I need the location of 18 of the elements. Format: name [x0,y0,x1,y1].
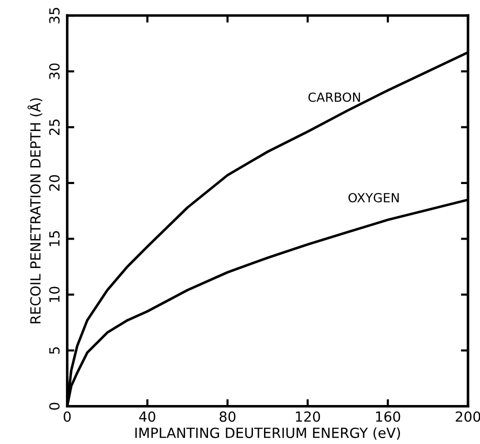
x-tick-label: 200 [456,411,480,422]
x-tick-label: 40 [139,411,156,422]
x-tick-label: 160 [376,411,400,422]
x-tick-label: 0 [64,411,71,422]
y-tick-label: 20 [49,175,60,191]
series-label: OXYGEN [348,192,399,202]
y-tick-label: 15 [49,231,60,246]
series-label: CARBON [308,92,360,102]
x-tick-label: 80 [220,411,236,422]
y-tick-label: 5 [49,347,60,354]
y-tick-label: 10 [49,286,60,302]
y-axis-title: RECOIL PENETRATION DEPTH (Å) [28,98,42,324]
y-tick-label: 25 [49,120,60,135]
x-axis-title: IMPLANTING DEUTERIUM ENERGY (eV) [135,427,400,440]
y-tick-label: 35 [49,8,60,24]
y-tick-label: 30 [49,63,60,80]
y-tick-label: 0 [49,402,60,410]
x-tick-label: 120 [296,411,320,422]
